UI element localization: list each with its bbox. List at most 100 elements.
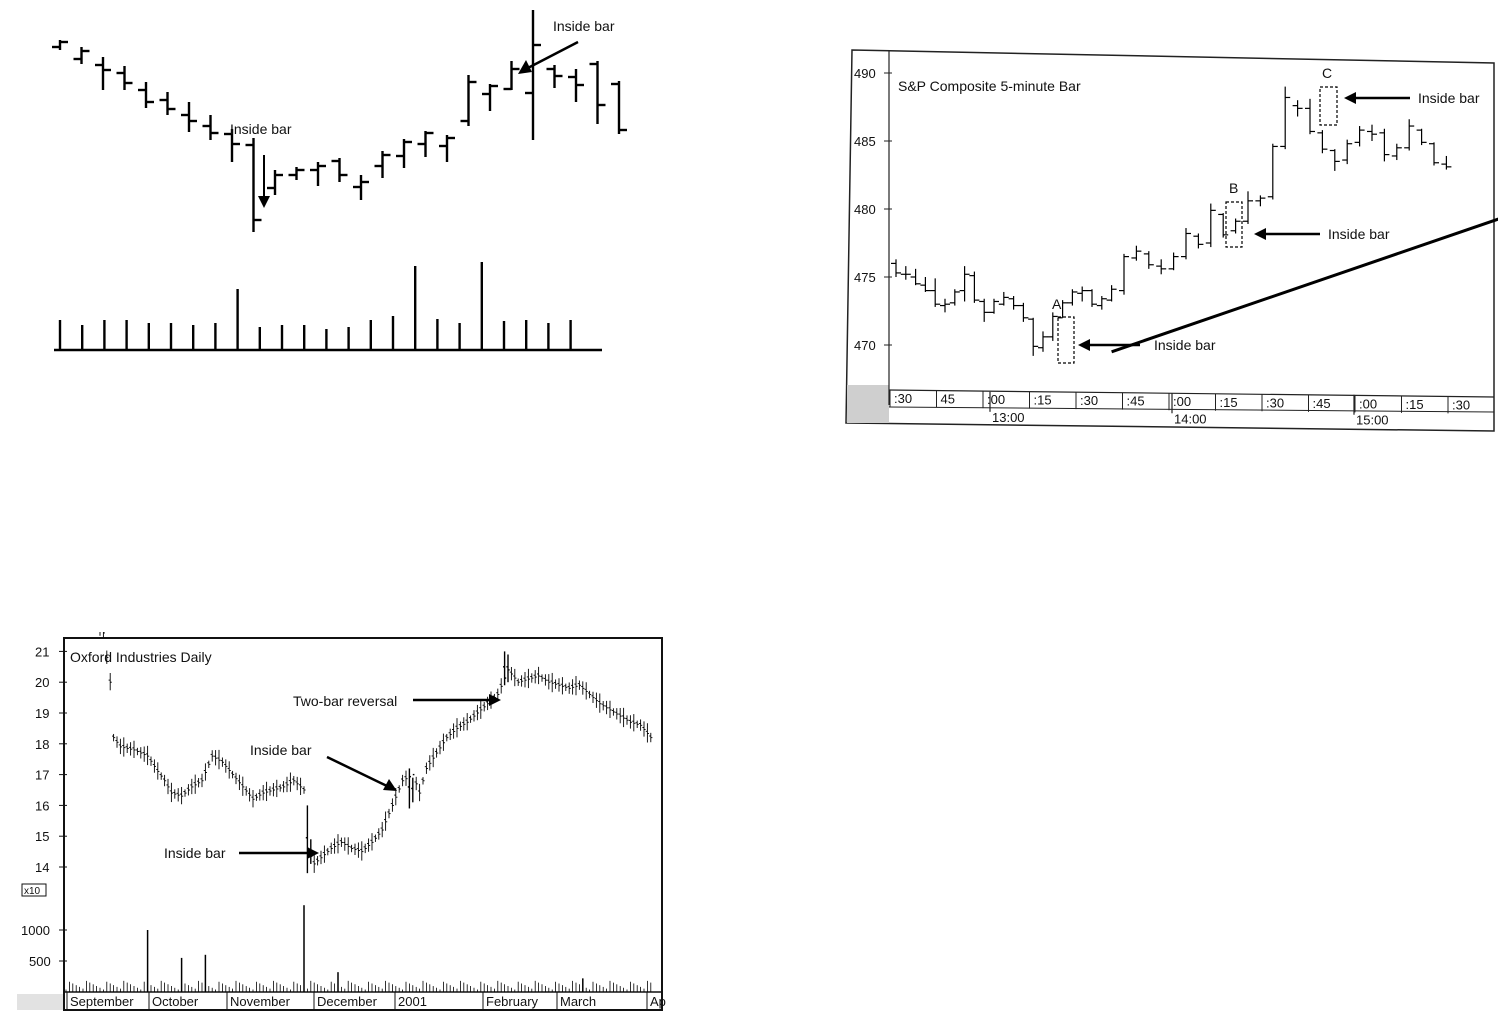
price-bar — [526, 668, 530, 689]
volume-tick-label: 1000 — [21, 923, 50, 938]
price-bar — [1243, 191, 1253, 224]
price-bar — [176, 788, 180, 802]
price-bar — [1131, 245, 1142, 261]
price-bar — [380, 821, 384, 838]
price-bar — [331, 158, 348, 182]
x-tick-label: :15 — [1406, 397, 1424, 412]
price-bar — [407, 768, 411, 809]
price-bar — [1193, 233, 1204, 249]
x-tick-label: :00 — [1173, 394, 1191, 409]
price-bar — [353, 843, 357, 856]
price-bar — [482, 84, 498, 111]
price-bar — [516, 678, 520, 686]
price-bar — [1329, 149, 1340, 171]
price-bar — [584, 682, 588, 700]
price-bar — [540, 674, 544, 682]
price-bar — [564, 683, 568, 692]
price-bar — [353, 175, 369, 200]
annotation-inside-bar-a: Inside bar — [1154, 337, 1216, 353]
price-bar — [525, 10, 541, 140]
chart-frame — [845, 49, 1495, 432]
price-bar — [261, 784, 265, 801]
price-bar — [1205, 203, 1216, 248]
price-bar — [207, 760, 211, 769]
price-bar — [1087, 289, 1097, 307]
price-bar — [1038, 331, 1048, 352]
price-bar — [367, 838, 371, 852]
x-tick-label: 45 — [941, 392, 955, 407]
price-bar — [373, 834, 377, 842]
price-bar — [217, 749, 221, 770]
price-bar — [513, 668, 517, 687]
y-tick-label: 20 — [35, 675, 49, 690]
price-bar — [227, 761, 231, 779]
y-tick-label: 14 — [35, 860, 49, 875]
price-bar — [346, 837, 350, 855]
price-bar — [248, 788, 252, 802]
price-bar — [214, 750, 218, 766]
price-bar — [428, 755, 432, 771]
price-bar — [509, 666, 513, 681]
price-bar — [163, 774, 167, 787]
price-bar — [116, 66, 133, 90]
x-tick-label: :30 — [894, 391, 912, 406]
price-bar — [295, 776, 299, 791]
price-bar — [632, 714, 636, 732]
price-bar — [112, 733, 116, 742]
price-bar — [1429, 142, 1439, 166]
volume-axis-label-box — [21, 883, 47, 897]
annotation-inside-bar-upper: Inside bar — [250, 742, 312, 758]
price-bar — [1119, 253, 1129, 295]
price-bar — [244, 786, 248, 796]
price-bar — [969, 271, 980, 303]
price-bar — [998, 291, 1009, 306]
price-bar — [220, 757, 224, 767]
price-bar — [537, 666, 541, 685]
price-bar — [649, 732, 653, 743]
price-bar — [1292, 100, 1303, 117]
price-bar — [533, 670, 537, 684]
price-bar — [397, 785, 401, 793]
price-bars — [891, 86, 1452, 356]
x-axis-ticks: September October November December 2001 Febr… — [66, 992, 666, 1010]
price-bar — [523, 672, 527, 688]
x-tick-label: :30 — [1080, 393, 1098, 408]
price-bar — [356, 842, 360, 858]
price-bar — [73, 47, 90, 64]
price-bar — [615, 708, 619, 720]
price-bar — [431, 747, 435, 768]
bar-label-b: B — [1229, 180, 1238, 196]
price-bar — [142, 746, 146, 762]
bar-label-c: C — [1322, 65, 1332, 81]
price-bar — [1047, 312, 1058, 341]
x-hour-label: 15:00 — [1356, 413, 1389, 428]
x-tick-label: :00 — [987, 392, 1005, 407]
volume-axis-label: x10 — [24, 886, 41, 897]
y-tick-label: 15 — [35, 829, 49, 844]
y-axis-ticks: 141516171819202122235001000 — [21, 644, 67, 969]
price-bar — [159, 772, 163, 780]
price-bar — [224, 759, 228, 773]
price-bar — [557, 678, 561, 692]
price-bar — [339, 837, 343, 847]
price-bar — [1008, 296, 1019, 310]
price-bar — [560, 677, 564, 695]
schematic-inside-bar-chart: Inside bar Inside bar — [52, 10, 627, 352]
x-tick-label: :30 — [1452, 397, 1470, 412]
price-bar — [200, 773, 204, 788]
price-bar — [138, 82, 154, 108]
price-bar — [506, 654, 510, 683]
price-bar — [1057, 300, 1068, 319]
price-bar — [460, 75, 477, 126]
annotation-two-bar-reversal: Two-bar reversal — [293, 693, 397, 709]
price-bar — [448, 728, 452, 741]
price-bar — [418, 783, 422, 802]
x-tick-label: :00 — [1359, 396, 1377, 411]
volume-bars — [58, 262, 572, 350]
price-bar — [438, 740, 442, 755]
price-bar — [577, 680, 581, 690]
arrowhead-two-bar-reversal — [489, 694, 501, 706]
y-tick-label: 21 — [35, 644, 49, 659]
price-bar — [210, 750, 214, 762]
annotation-inside-bar-lower: Inside bar — [164, 845, 226, 861]
